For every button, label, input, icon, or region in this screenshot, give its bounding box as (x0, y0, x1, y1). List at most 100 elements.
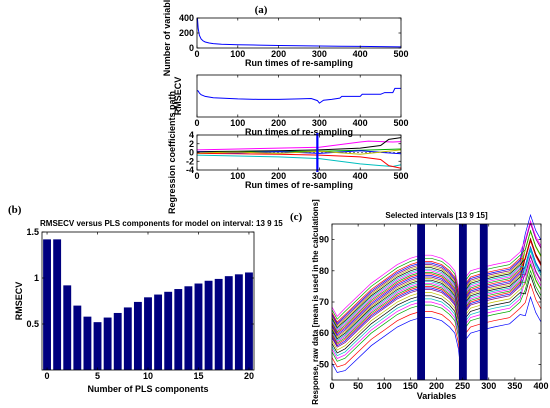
spectrum-curve-6 (331, 274, 542, 354)
selected-interval-1 (417, 224, 426, 380)
series-line-7 (196, 149, 402, 155)
series-line-3 (196, 137, 402, 153)
x-tick-label: 200 (271, 118, 286, 128)
y-tick-label: 2 (189, 139, 194, 149)
x-tick-label: 100 (230, 49, 245, 59)
bar-14 (184, 286, 193, 370)
x-axis-label: Run times of re-sampling (245, 180, 353, 190)
plot-frame (196, 17, 402, 49)
y-axis-label: RMSECV (173, 77, 183, 116)
spectrum-curve-3 (331, 269, 542, 362)
bar-7 (113, 312, 122, 370)
y-tick-label: -2 (186, 156, 194, 166)
x-tick-label: 0 (45, 371, 50, 381)
spectrum-curve-7 (331, 264, 542, 351)
y-tick-label: 0 (189, 43, 194, 53)
bar-2 (63, 285, 72, 370)
x-tick-label: 5 (95, 371, 100, 381)
spectrum-curve-4 (331, 259, 542, 359)
y-tick-label: 1.5 (26, 227, 39, 237)
chart-title: Selected intervals [13 9 15] (385, 211, 488, 220)
x-tick-label: 400 (353, 49, 368, 59)
bar-9 (133, 301, 142, 370)
spectrum-curve-12 (331, 254, 542, 343)
y-tick-label: 70 (319, 297, 329, 307)
bar-1 (53, 239, 62, 370)
spectrum-curve-26 (331, 239, 542, 323)
x-tick-label: 200 (271, 49, 286, 59)
bar-8 (123, 307, 132, 370)
y-axis-label: Number of variables (162, 0, 172, 76)
x-tick-label: 0 (194, 171, 199, 181)
subplot-a2-rmsecv: 0 100 200 300 400 500 Run times of re-sampling… (173, 74, 409, 137)
x-axis-label: Number of PLS components (87, 384, 208, 394)
spectrum-curve-1 (331, 295, 542, 373)
bar-10 (144, 297, 152, 370)
x-tick-label: 300 (481, 381, 496, 391)
x-tick-label: 300 (312, 118, 327, 128)
x-tick-label: 500 (393, 49, 408, 59)
x-tick-label: 400 (533, 381, 548, 391)
bar-3 (73, 305, 82, 370)
subplot-c-selected-intervals: 0 50 100 150 200 250 300 350 400 50 60 70 80 90 Variab… (311, 199, 549, 405)
bar-11 (154, 294, 163, 370)
bar-20 (245, 272, 253, 370)
x-tick-label: 400 (353, 171, 368, 181)
plot-frame (196, 74, 402, 118)
x-tick-label: 100 (377, 381, 392, 391)
spectrum-curve-24 (331, 222, 542, 326)
bar-15 (194, 283, 203, 370)
chart-title: RMSECV versus PLS components for model o… (40, 219, 283, 228)
bar-19 (234, 274, 243, 370)
spectrum-curve-25 (331, 213, 542, 324)
panel-label-c: (c) (290, 211, 303, 223)
x-tick-label: 400 (353, 118, 368, 128)
y-axis-label: RMSECV (14, 282, 24, 321)
x-tick-label: 150 (403, 381, 418, 391)
bar-6 (103, 317, 112, 370)
y-tick-label: 90 (319, 235, 329, 245)
bar-13 (174, 289, 183, 370)
y-axis-label: Response, raw data [mean is used in the … (311, 199, 320, 405)
selected-interval-3 (479, 224, 488, 380)
y-tick-label: 0.5 (26, 319, 39, 329)
y-tick-label: -4 (186, 165, 194, 175)
spectrum-curve-17 (331, 246, 542, 336)
y-tick-label: 200 (179, 28, 194, 38)
spectrum-curve-27 (331, 229, 542, 320)
spectrum-curve-28 (331, 219, 542, 317)
panel-label-b: (b) (8, 204, 22, 216)
spectrum-curve-23 (331, 230, 542, 327)
x-tick-label: 50 (353, 381, 363, 391)
x-tick-label: 500 (393, 118, 408, 128)
bar-16 (204, 280, 213, 370)
bar-18 (224, 276, 233, 370)
x-tick-label: 15 (193, 371, 203, 381)
y-tick-label: 4 (189, 130, 194, 140)
series-line-4 (196, 152, 402, 169)
x-tick-label: 200 (429, 381, 444, 391)
x-tick-label: 0 (329, 381, 334, 391)
spectrum-curve-22 (331, 239, 542, 329)
x-tick-label: 100 (230, 171, 245, 181)
x-tick-label: 200 (271, 171, 286, 181)
panel-label-a: (a) (255, 4, 268, 16)
x-tick-label: 300 (312, 171, 327, 181)
spectrum-curve-2 (331, 282, 542, 368)
y-tick-label: 400 (179, 13, 194, 23)
spectrum-curve-20 (331, 221, 542, 331)
x-tick-label: 20 (244, 371, 254, 381)
x-tick-label: 250 (455, 381, 470, 391)
x-axis-label: Run times of re-sampling (245, 127, 353, 137)
spectrum-curve-10 (331, 237, 542, 345)
y-tick-label: 60 (319, 328, 329, 338)
bar-4 (83, 316, 92, 370)
x-tick-label: 500 (393, 171, 408, 181)
y-tick-label: 80 (319, 266, 329, 276)
subplot-b-rmsecv-bars: 0 5 10 15 20 0.5 1 1.5 Number of PLS components R… (14, 219, 283, 394)
spectrum-curve-9 (331, 245, 542, 347)
series-line-2 (196, 154, 402, 168)
